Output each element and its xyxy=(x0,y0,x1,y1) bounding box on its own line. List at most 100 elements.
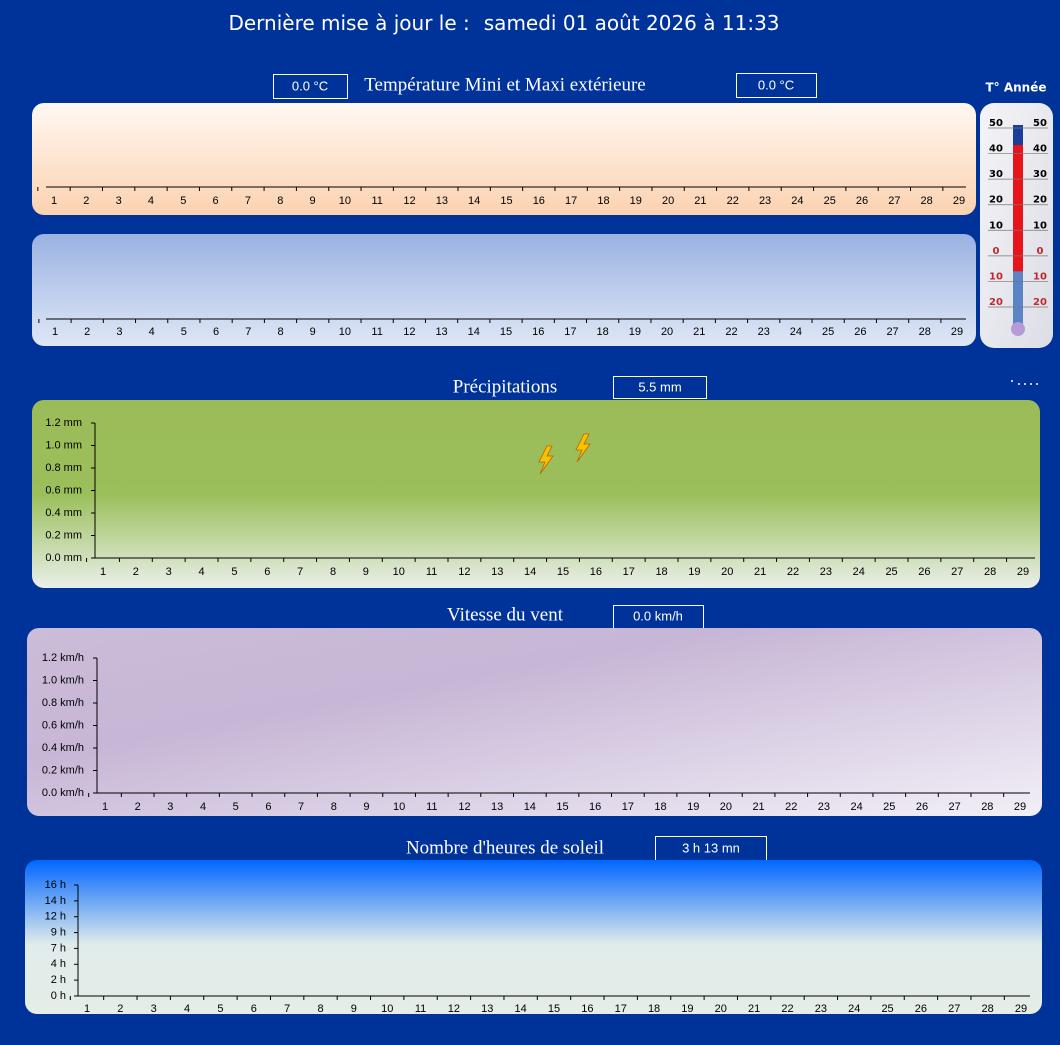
x-tick-label: 21 xyxy=(754,566,766,578)
y-tick-label: 30 xyxy=(989,169,1003,180)
y-tick-label: 40 xyxy=(989,144,1003,155)
x-tick-label: 11 xyxy=(371,326,382,338)
total-value: 5.5 mm xyxy=(638,379,681,394)
y-tick-label: 1.2 km/h xyxy=(42,652,84,664)
x-tick-label: 13 xyxy=(435,326,447,338)
x-tick-label: 27 xyxy=(886,326,898,338)
y-tick-label: 0.0 km/h xyxy=(42,787,84,799)
chart-title: Température Mini et Maxi extérieure xyxy=(364,74,645,95)
x-tick-label: 18 xyxy=(648,1003,660,1015)
x-tick-label: 18 xyxy=(597,195,609,207)
y-tick-label: 0.0 mm xyxy=(45,552,82,564)
x-tick-label: 16 xyxy=(581,1003,593,1015)
x-tick-label: 19 xyxy=(630,195,642,207)
panel xyxy=(32,234,976,346)
x-tick-label: 26 xyxy=(918,566,930,578)
x-tick-label: 26 xyxy=(854,326,866,338)
x-tick-label: 11 xyxy=(426,801,437,813)
x-tick-label: 1 xyxy=(100,566,106,578)
x-tick-label: 10 xyxy=(393,566,405,578)
x-tick-label: 3 xyxy=(167,801,173,813)
x-tick-label: 23 xyxy=(759,195,771,207)
x-tick-label: 14 xyxy=(524,566,536,578)
x-tick-label: 10 xyxy=(339,326,351,338)
x-tick-label: 21 xyxy=(693,326,705,338)
max-value: 0.0 °C xyxy=(758,77,794,92)
x-tick-label: 2 xyxy=(133,566,139,578)
y-tick-label: 7 h xyxy=(51,942,66,954)
x-tick-label: 3 xyxy=(151,1003,157,1015)
x-tick-label: 9 xyxy=(363,801,369,813)
x-tick-label: 29 xyxy=(1014,801,1026,813)
y-tick-label: 1.0 mm xyxy=(45,439,82,451)
y-tick-label: 0 xyxy=(993,246,1000,257)
header: Dernière mise à jour le : samedi 01 août … xyxy=(228,11,779,35)
thermo-top xyxy=(1013,125,1023,145)
x-tick-label: 13 xyxy=(491,566,503,578)
thermo-bulb xyxy=(1011,322,1025,336)
x-tick-label: 29 xyxy=(953,195,965,207)
x-tick-label: 22 xyxy=(727,195,739,207)
x-tick-label: 26 xyxy=(915,1003,927,1015)
x-tick-label: 21 xyxy=(694,195,706,207)
x-tick-label: 27 xyxy=(951,566,963,578)
x-tick-label: 1 xyxy=(52,326,58,338)
x-tick-label: 5 xyxy=(181,326,187,338)
x-tick-label: 16 xyxy=(533,195,545,207)
x-tick-label: 9 xyxy=(310,195,316,207)
x-tick-label: 17 xyxy=(565,195,577,207)
thermo-range xyxy=(1013,143,1023,272)
x-tick-label: 27 xyxy=(949,801,961,813)
x-tick-label: 5 xyxy=(217,1003,223,1015)
x-tick-label: 17 xyxy=(615,1003,627,1015)
x-tick-label: 4 xyxy=(184,1003,190,1015)
y-tick-label: 0.4 km/h xyxy=(42,742,84,754)
x-tick-label: 16 xyxy=(532,326,544,338)
x-tick-label: 25 xyxy=(885,566,897,578)
x-tick-label: 27 xyxy=(888,195,900,207)
x-tick-label: 28 xyxy=(982,1003,994,1015)
x-tick-label: 22 xyxy=(725,326,737,338)
x-tick-label: 28 xyxy=(919,326,931,338)
x-tick-label: 24 xyxy=(853,566,865,578)
y-tick-label: 0.4 mm xyxy=(45,507,82,519)
x-tick-label: 24 xyxy=(850,801,862,813)
value-box: 5.5 mm xyxy=(613,376,707,399)
x-tick-label: 3 xyxy=(116,326,122,338)
x-tick-label: 20 xyxy=(720,801,732,813)
x-tick-label: 20 xyxy=(661,326,673,338)
y-tick-label: 0.2 km/h xyxy=(42,764,84,776)
x-tick-label: 1 xyxy=(102,801,108,813)
x-tick-label: 15 xyxy=(556,801,568,813)
x-tick-label: 19 xyxy=(687,801,699,813)
y-tick-label: 1.0 km/h xyxy=(42,674,84,686)
x-tick-label: 24 xyxy=(848,1003,860,1015)
x-tick-label: 21 xyxy=(748,1003,760,1015)
x-tick-label: 7 xyxy=(245,195,251,207)
x-tick-label: 24 xyxy=(791,195,803,207)
x-tick-label: 6 xyxy=(213,326,219,338)
x-tick-label: 28 xyxy=(921,195,933,207)
x-tick-label: 4 xyxy=(148,195,154,207)
x-tick-label: 16 xyxy=(589,801,601,813)
x-tick-label: 9 xyxy=(351,1003,357,1015)
y-tick-label: 20 xyxy=(989,195,1003,206)
x-tick-label: 6 xyxy=(264,566,270,578)
x-tick-label: 29 xyxy=(1015,1003,1027,1015)
min-value: 0.0 °C xyxy=(292,78,328,93)
x-tick-label: 23 xyxy=(758,326,770,338)
x-tick-label: 27 xyxy=(948,1003,960,1015)
chart-title: Vitesse du vent xyxy=(447,604,564,625)
x-tick-label: 11 xyxy=(372,195,383,207)
x-tick-label: 20 xyxy=(715,1003,727,1015)
x-tick-label: 25 xyxy=(824,195,836,207)
x-tick-label: 2 xyxy=(83,195,89,207)
x-tick-label: 5 xyxy=(233,801,239,813)
x-tick-label: 12 xyxy=(403,326,415,338)
y-tick-label: 40 xyxy=(1033,144,1047,155)
x-tick-label: 11 xyxy=(426,566,437,578)
x-tick-label: 4 xyxy=(200,801,206,813)
total-value: 3 h 13 mn xyxy=(682,840,740,855)
y-tick-label: 12 h xyxy=(45,911,66,923)
